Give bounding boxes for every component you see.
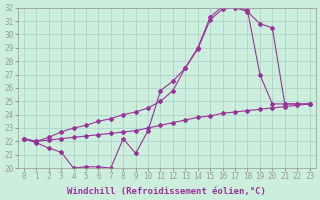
X-axis label: Windchill (Refroidissement éolien,°C): Windchill (Refroidissement éolien,°C)	[67, 187, 266, 196]
